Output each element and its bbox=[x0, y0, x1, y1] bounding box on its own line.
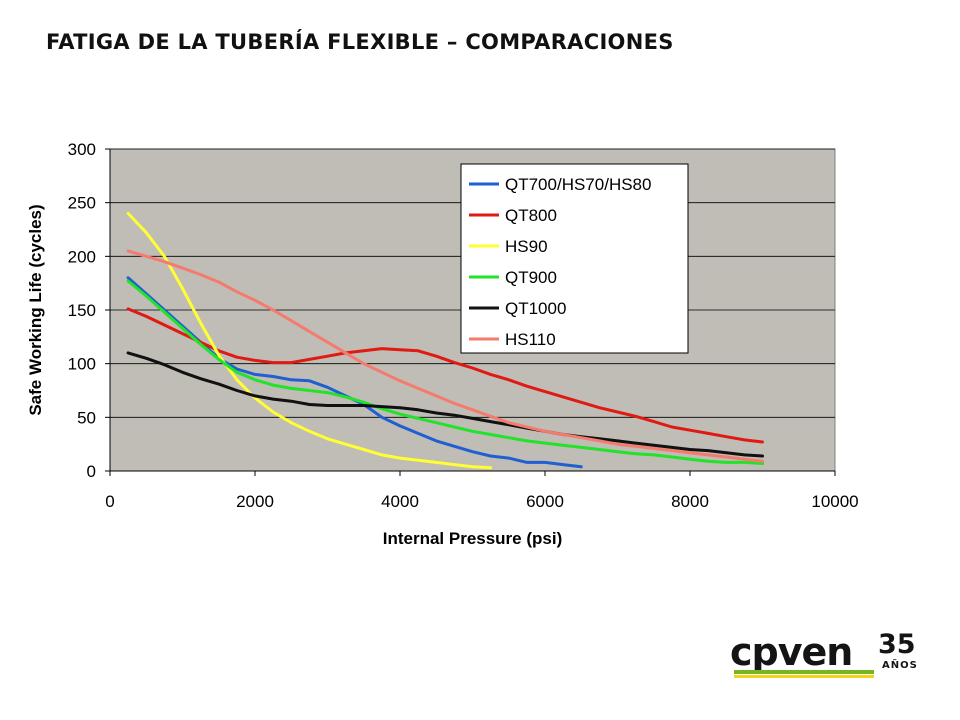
series-line-qt800 bbox=[126, 307, 764, 444]
y-tick-label: 50 bbox=[77, 408, 96, 427]
x-tick-label: 8000 bbox=[671, 492, 709, 511]
legend-label: QT800 bbox=[505, 206, 557, 225]
legend-label: HS110 bbox=[505, 330, 556, 349]
y-axis-label: Safe Working Life (cycles) bbox=[26, 204, 45, 415]
legend-label: QT700/HS70/HS80 bbox=[505, 175, 651, 194]
legend-box bbox=[460, 163, 689, 354]
cpven-logo: cpven 35 AÑOS bbox=[730, 630, 930, 680]
y-tick-label: 0 bbox=[87, 462, 96, 481]
series-lines bbox=[126, 211, 764, 470]
series-line-hs110 bbox=[126, 249, 764, 463]
fatigue-chart: 0 50 100 150 200 250 300 0 2000 4000 6000 8000 1000… bbox=[26, 140, 859, 548]
x-tick-label: 0 bbox=[105, 492, 114, 511]
y-tick-label: 250 bbox=[68, 194, 96, 213]
x-tick-label: 2000 bbox=[236, 492, 274, 511]
y-tick-label: 100 bbox=[68, 355, 96, 374]
y-tick-label: 300 bbox=[68, 140, 96, 159]
series-line-qt1000 bbox=[126, 351, 764, 458]
legend-label: QT1000 bbox=[505, 299, 566, 318]
logo-number: 35 bbox=[878, 629, 916, 660]
x-axis-label: Internal Pressure (psi) bbox=[383, 529, 563, 548]
logo-suffix: AÑOS bbox=[882, 660, 918, 671]
logo-wordmark: cpven bbox=[730, 630, 853, 674]
y-tick-label: 200 bbox=[68, 247, 96, 266]
x-tick-label: 10000 bbox=[811, 492, 858, 511]
legend: QT700/HS70/HS80 QT800 HS90 QT900 QT1000 HS110 bbox=[460, 163, 689, 354]
x-tick-label: 6000 bbox=[526, 492, 564, 511]
y-tick-label: 150 bbox=[68, 301, 96, 320]
series-line-hs90 bbox=[126, 211, 493, 470]
axes bbox=[105, 148, 836, 476]
legend-label: HS90 bbox=[505, 237, 548, 256]
legend-label: QT900 bbox=[505, 268, 557, 287]
y-tick-labels: 0 50 100 150 200 250 300 bbox=[68, 140, 96, 481]
x-tick-label: 4000 bbox=[381, 492, 419, 511]
slide-title: FATIGA DE LA TUBERÍA FLEXIBLE – COMPARAC… bbox=[46, 30, 674, 54]
x-tick-labels: 0 2000 4000 6000 8000 10000 bbox=[105, 492, 858, 511]
logo-yellow-bar bbox=[734, 675, 874, 678]
series-line-qt900 bbox=[126, 279, 764, 465]
logo-green-bar bbox=[734, 670, 874, 674]
